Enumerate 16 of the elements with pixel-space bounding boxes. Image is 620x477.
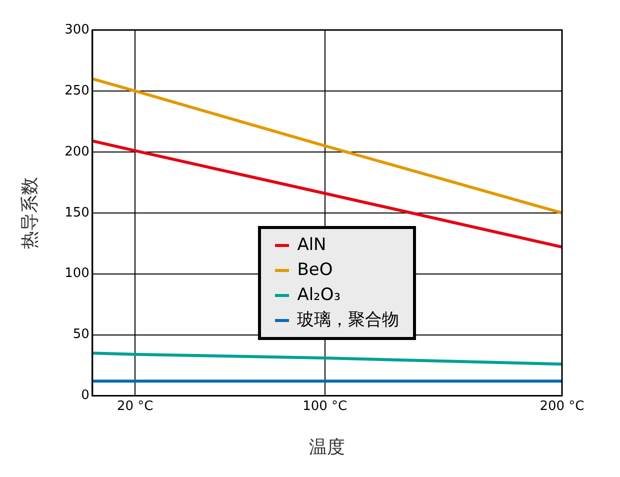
legend-label: Al₂O₃ (297, 284, 341, 307)
x-tick-label: 20 °C (116, 398, 154, 414)
y-axis-title: 热导系数 (19, 176, 40, 249)
y-tick-label: 50 (72, 327, 90, 342)
x-axis-title: 温度 (309, 436, 346, 458)
y-tick-label: 250 (64, 83, 90, 98)
y-tick-label: 150 (64, 205, 90, 220)
legend-label: AlN (297, 234, 326, 257)
x-tick-label: 200 °C (540, 398, 584, 414)
y-tick-label: 100 (64, 266, 90, 282)
legend-label: 玻璃，聚合物 (297, 308, 400, 332)
legend-label: BeO (297, 258, 333, 282)
x-tick-label: 100 °C (302, 398, 348, 414)
y-tick-label: 0 (81, 388, 90, 404)
y-tick-label: 300 (64, 22, 90, 38)
y-tick-label: 200 (64, 144, 90, 160)
